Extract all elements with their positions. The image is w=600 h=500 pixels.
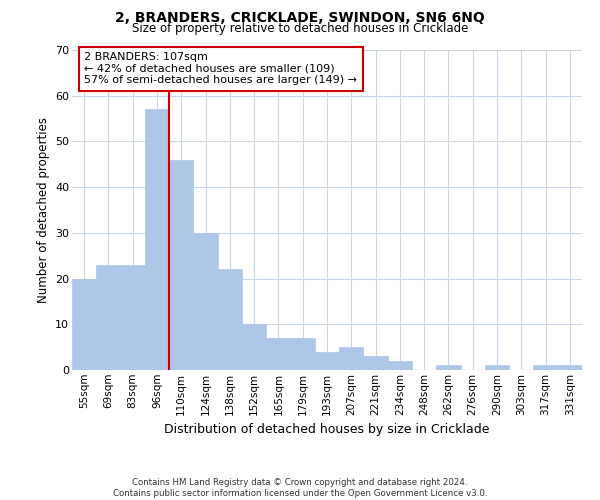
Bar — [121, 265, 145, 370]
Bar — [436, 366, 461, 370]
Bar — [72, 278, 96, 370]
Bar — [364, 356, 388, 370]
Bar — [193, 233, 218, 370]
Bar — [290, 338, 315, 370]
Bar — [315, 352, 339, 370]
Bar — [339, 347, 364, 370]
Bar — [242, 324, 266, 370]
Bar — [266, 338, 290, 370]
Bar — [218, 270, 242, 370]
Bar — [96, 265, 121, 370]
Bar — [558, 366, 582, 370]
Bar — [533, 366, 558, 370]
Bar — [145, 110, 169, 370]
Bar — [388, 361, 412, 370]
Text: Size of property relative to detached houses in Cricklade: Size of property relative to detached ho… — [132, 22, 468, 35]
Bar — [169, 160, 193, 370]
Text: 2 BRANDERS: 107sqm
← 42% of detached houses are smaller (109)
57% of semi-detach: 2 BRANDERS: 107sqm ← 42% of detached hou… — [84, 52, 357, 86]
X-axis label: Distribution of detached houses by size in Cricklade: Distribution of detached houses by size … — [164, 423, 490, 436]
Bar — [485, 366, 509, 370]
Text: Contains HM Land Registry data © Crown copyright and database right 2024.
Contai: Contains HM Land Registry data © Crown c… — [113, 478, 487, 498]
Y-axis label: Number of detached properties: Number of detached properties — [37, 117, 50, 303]
Text: 2, BRANDERS, CRICKLADE, SWINDON, SN6 6NQ: 2, BRANDERS, CRICKLADE, SWINDON, SN6 6NQ — [115, 11, 485, 25]
